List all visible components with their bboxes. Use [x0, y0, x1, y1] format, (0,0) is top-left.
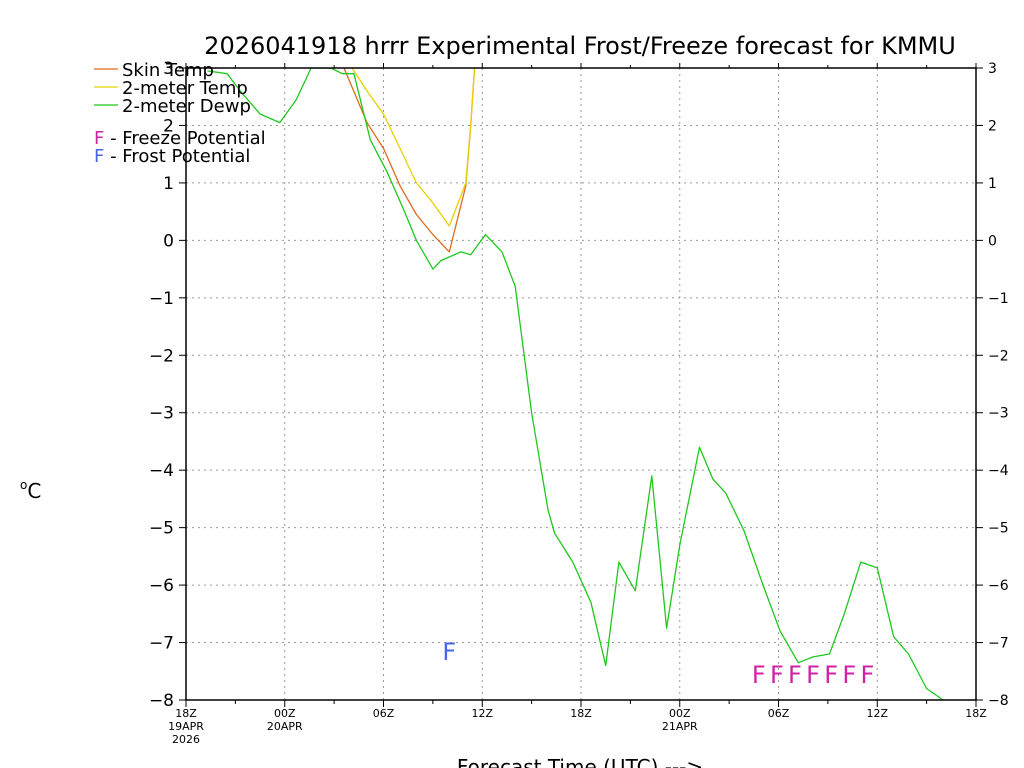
- y-tick-label-right: −3: [988, 406, 1009, 422]
- freeze-marker: F: [788, 661, 802, 689]
- x-tick-label: 12Z: [471, 707, 493, 720]
- y-tick-label-right: −7: [988, 636, 1009, 652]
- legend-skin-temp-label: Skin Temp: [122, 60, 214, 81]
- freeze-marker: F: [806, 661, 820, 689]
- x-tick-label: 00Z: [669, 707, 691, 720]
- y-tick-label-left: −8: [149, 691, 174, 711]
- x-tick-label: 18Z: [570, 707, 592, 720]
- y-tick-label-left: −2: [149, 346, 174, 366]
- x-tick-date: 21APR: [662, 720, 698, 733]
- x-tick-label: 18Z: [965, 707, 987, 720]
- y-tick-label-left: −3: [149, 404, 174, 424]
- frost-legend-letter: F: [94, 146, 104, 167]
- y-axis-unit: C: [27, 479, 41, 503]
- y-axis-degree: o: [20, 478, 27, 492]
- legend: Skin Temp 2-meter Temp 2-meter Dewp F - …: [94, 60, 266, 167]
- y-tick-label-left: 2: [163, 116, 174, 136]
- y-tick-label-right: −1: [988, 291, 1009, 307]
- freeze-marker: F: [842, 661, 856, 689]
- legend-2m-temp-label: 2-meter Temp: [122, 78, 248, 99]
- y-tick-label-left: −6: [149, 576, 174, 596]
- frost-legend-text: - Frost Potential: [104, 146, 250, 167]
- freeze-marker: F: [752, 661, 766, 689]
- x-tick-date: 20APR: [267, 720, 303, 733]
- series-group: [207, 68, 944, 700]
- y-tick-label-right: 3: [988, 61, 997, 77]
- frost-potential-legend: F - Frost Potential: [94, 146, 250, 167]
- y-tick-label-left: −5: [149, 519, 174, 539]
- y-tick-label-right: 1: [988, 176, 997, 192]
- freeze-marker: F: [824, 661, 838, 689]
- x-tick-date: 19APR: [168, 720, 204, 733]
- frost-marker: F: [442, 638, 456, 666]
- freeze-legend-text: - Freeze Potential: [104, 128, 265, 149]
- freeze-marker: F: [770, 661, 784, 689]
- 2-meter-temp-line: [351, 68, 476, 227]
- y-tick-label-right: −2: [988, 348, 1009, 364]
- x-tick-year: 2026: [172, 733, 200, 746]
- x-tick-label: 06Z: [768, 707, 790, 720]
- x-axis-label: Forecast Time (UTC) --->: [457, 755, 703, 768]
- axes-ticks: −8 −8 −7 −7 −6 −6 −5 −5 −4 −4 −3 −3 −2 −2 −1 −1 0 0 1 1 2 2 3 3…: [149, 59, 1009, 746]
- y-tick-label-right: −4: [988, 463, 1009, 479]
- potential-markers: FF F F F F F F: [442, 638, 874, 689]
- x-tick-label: 06Z: [373, 707, 395, 720]
- y-tick-label-right: 0: [988, 233, 997, 249]
- x-tick-label: 12Z: [866, 707, 888, 720]
- freeze-legend-letter: F: [94, 128, 104, 149]
- 2-meter-dewp-line: [207, 68, 944, 700]
- freeze-marker: F: [860, 661, 874, 689]
- y-tick-label-right: −8: [988, 693, 1009, 709]
- freeze-potential-legend: F - Freeze Potential: [94, 128, 266, 149]
- legend-2m-dewp-label: 2-meter Dewp: [122, 96, 251, 117]
- y-tick-label-left: −1: [149, 289, 174, 309]
- y-tick-label-left: −4: [149, 461, 174, 481]
- x-tick-label: 00Z: [274, 707, 296, 720]
- y-tick-label-left: 3: [163, 59, 174, 79]
- y-tick-label-right: −6: [988, 578, 1009, 594]
- chart-title: 2026041918 hrrr Experimental Frost/Freez…: [204, 32, 956, 60]
- y-tick-label-right: 2: [988, 118, 997, 134]
- y-tick-label-left: −7: [149, 634, 174, 654]
- y-tick-label-right: −5: [988, 521, 1009, 537]
- y-tick-label-left: 1: [163, 174, 174, 194]
- skin-temp-line: [343, 68, 476, 253]
- y-tick-label-left: 0: [163, 231, 174, 251]
- x-tick-label: 18Z: [175, 707, 197, 720]
- y-axis-label: oC: [20, 478, 41, 503]
